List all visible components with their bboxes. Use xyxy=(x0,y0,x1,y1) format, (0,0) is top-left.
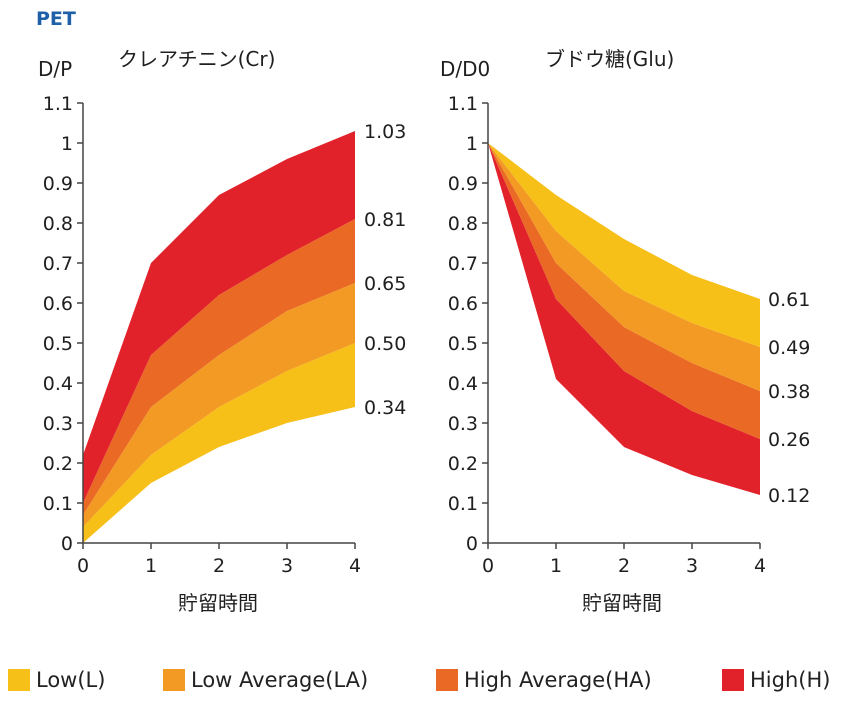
legend-label-high: High(H) xyxy=(750,668,831,692)
y-tick-label: 0.7 xyxy=(43,253,73,275)
legend-item-high: High(H) xyxy=(722,668,830,692)
glucose-xlabel: 貯留時間 xyxy=(582,591,662,615)
end-value-label: 0.50 xyxy=(364,333,406,355)
end-value-label: 0.81 xyxy=(364,209,406,231)
legend-item-high-average: High Average(HA) xyxy=(436,668,652,692)
y-tick-label: 0.1 xyxy=(43,493,73,515)
creatinine-band-low-average xyxy=(83,283,355,527)
pet-title: PET xyxy=(36,8,76,30)
legend-label-low: Low(L) xyxy=(36,668,106,692)
y-tick-label: 1 xyxy=(466,133,478,155)
glucose-band-low xyxy=(488,143,760,347)
glucose-chart: D/D0 ブドウ糖(Glu) 貯留時間 0 0.1 0.2 0.3 0.4 0.5 0.6 0… xyxy=(440,47,810,615)
creatinine-title: クレアチニン(Cr) xyxy=(118,47,275,71)
creatinine-band-high xyxy=(83,131,355,503)
glucose-title: ブドウ糖(Glu) xyxy=(545,47,674,71)
y-tick-label: 0 xyxy=(466,533,478,555)
end-value-label: 0.65 xyxy=(364,273,406,295)
glucose-band-low-average xyxy=(488,143,760,391)
y-tick-label: 0.5 xyxy=(448,333,478,355)
x-tick-label: 1 xyxy=(550,555,562,577)
end-value-label: 0.26 xyxy=(768,429,810,451)
end-value-label: 0.49 xyxy=(768,337,810,359)
legend-swatch-low xyxy=(8,669,30,691)
y-tick-label: 0.3 xyxy=(43,413,73,435)
creatinine-ylabel: D/P xyxy=(38,57,72,81)
y-tick-label: 0.7 xyxy=(448,253,478,275)
creatinine-band-low xyxy=(83,343,355,543)
glucose-band-high xyxy=(488,143,760,495)
y-tick-label: 1.1 xyxy=(43,93,73,115)
end-value-label: 0.38 xyxy=(768,381,810,403)
y-tick-label: 0.6 xyxy=(43,293,73,315)
y-tick-label: 0.2 xyxy=(43,453,73,475)
legend-swatch-high xyxy=(722,669,744,691)
x-tick-label: 3 xyxy=(281,555,293,577)
x-tick-label: 0 xyxy=(77,555,89,577)
legend-swatch-low-average xyxy=(163,669,185,691)
y-tick-label: 0.3 xyxy=(448,413,478,435)
y-tick-label: 0.9 xyxy=(43,173,73,195)
y-tick-label: 0.2 xyxy=(448,453,478,475)
x-tick-label: 4 xyxy=(754,555,766,577)
x-tick-label: 2 xyxy=(618,555,630,577)
end-value-label: 0.12 xyxy=(768,485,810,507)
x-tick-label: 1 xyxy=(145,555,157,577)
x-tick-label: 2 xyxy=(213,555,225,577)
y-tick-label: 0.4 xyxy=(448,373,478,395)
x-tick-label: 3 xyxy=(686,555,698,577)
y-tick-label: 1 xyxy=(61,133,73,155)
x-tick-label: 4 xyxy=(349,555,361,577)
legend-item-low: Low(L) xyxy=(8,668,105,692)
end-value-label: 0.61 xyxy=(768,289,810,311)
y-tick-label: 0 xyxy=(61,533,73,555)
y-tick-label: 0.8 xyxy=(43,213,73,235)
legend-swatch-high-average xyxy=(436,669,458,691)
creatinine-band-high-average xyxy=(83,219,355,515)
creatinine-chart: D/P クレアチニン(Cr) 貯留時間 0 0.1 0.2 0.3 0.4 0.5 0.6 0… xyxy=(38,47,406,615)
legend: Low(L) Low Average(LA) High Average(HA) … xyxy=(8,668,853,700)
x-tick-label: 0 xyxy=(482,555,494,577)
glucose-band-high-average xyxy=(488,143,760,439)
creatinine-xlabel: 貯留時間 xyxy=(178,591,258,615)
chart-area: D/P クレアチニン(Cr) 貯留時間 0 0.1 0.2 0.3 0.4 0.5 0.6 0… xyxy=(38,47,810,615)
y-tick-label: 0.9 xyxy=(448,173,478,195)
legend-item-low-average: Low Average(LA) xyxy=(163,668,368,692)
end-value-label: 1.03 xyxy=(364,121,406,143)
glucose-ylabel: D/D0 xyxy=(440,57,490,81)
y-tick-label: 0.1 xyxy=(448,493,478,515)
legend-label-high-average: High Average(HA) xyxy=(464,668,652,692)
legend-label-low-average: Low Average(LA) xyxy=(191,668,369,692)
y-tick-label: 0.6 xyxy=(448,293,478,315)
y-tick-label: 1.1 xyxy=(448,93,478,115)
y-tick-label: 0.4 xyxy=(43,373,73,395)
y-tick-label: 0.5 xyxy=(43,333,73,355)
y-tick-label: 0.8 xyxy=(448,213,478,235)
end-value-label: 0.34 xyxy=(364,397,406,419)
